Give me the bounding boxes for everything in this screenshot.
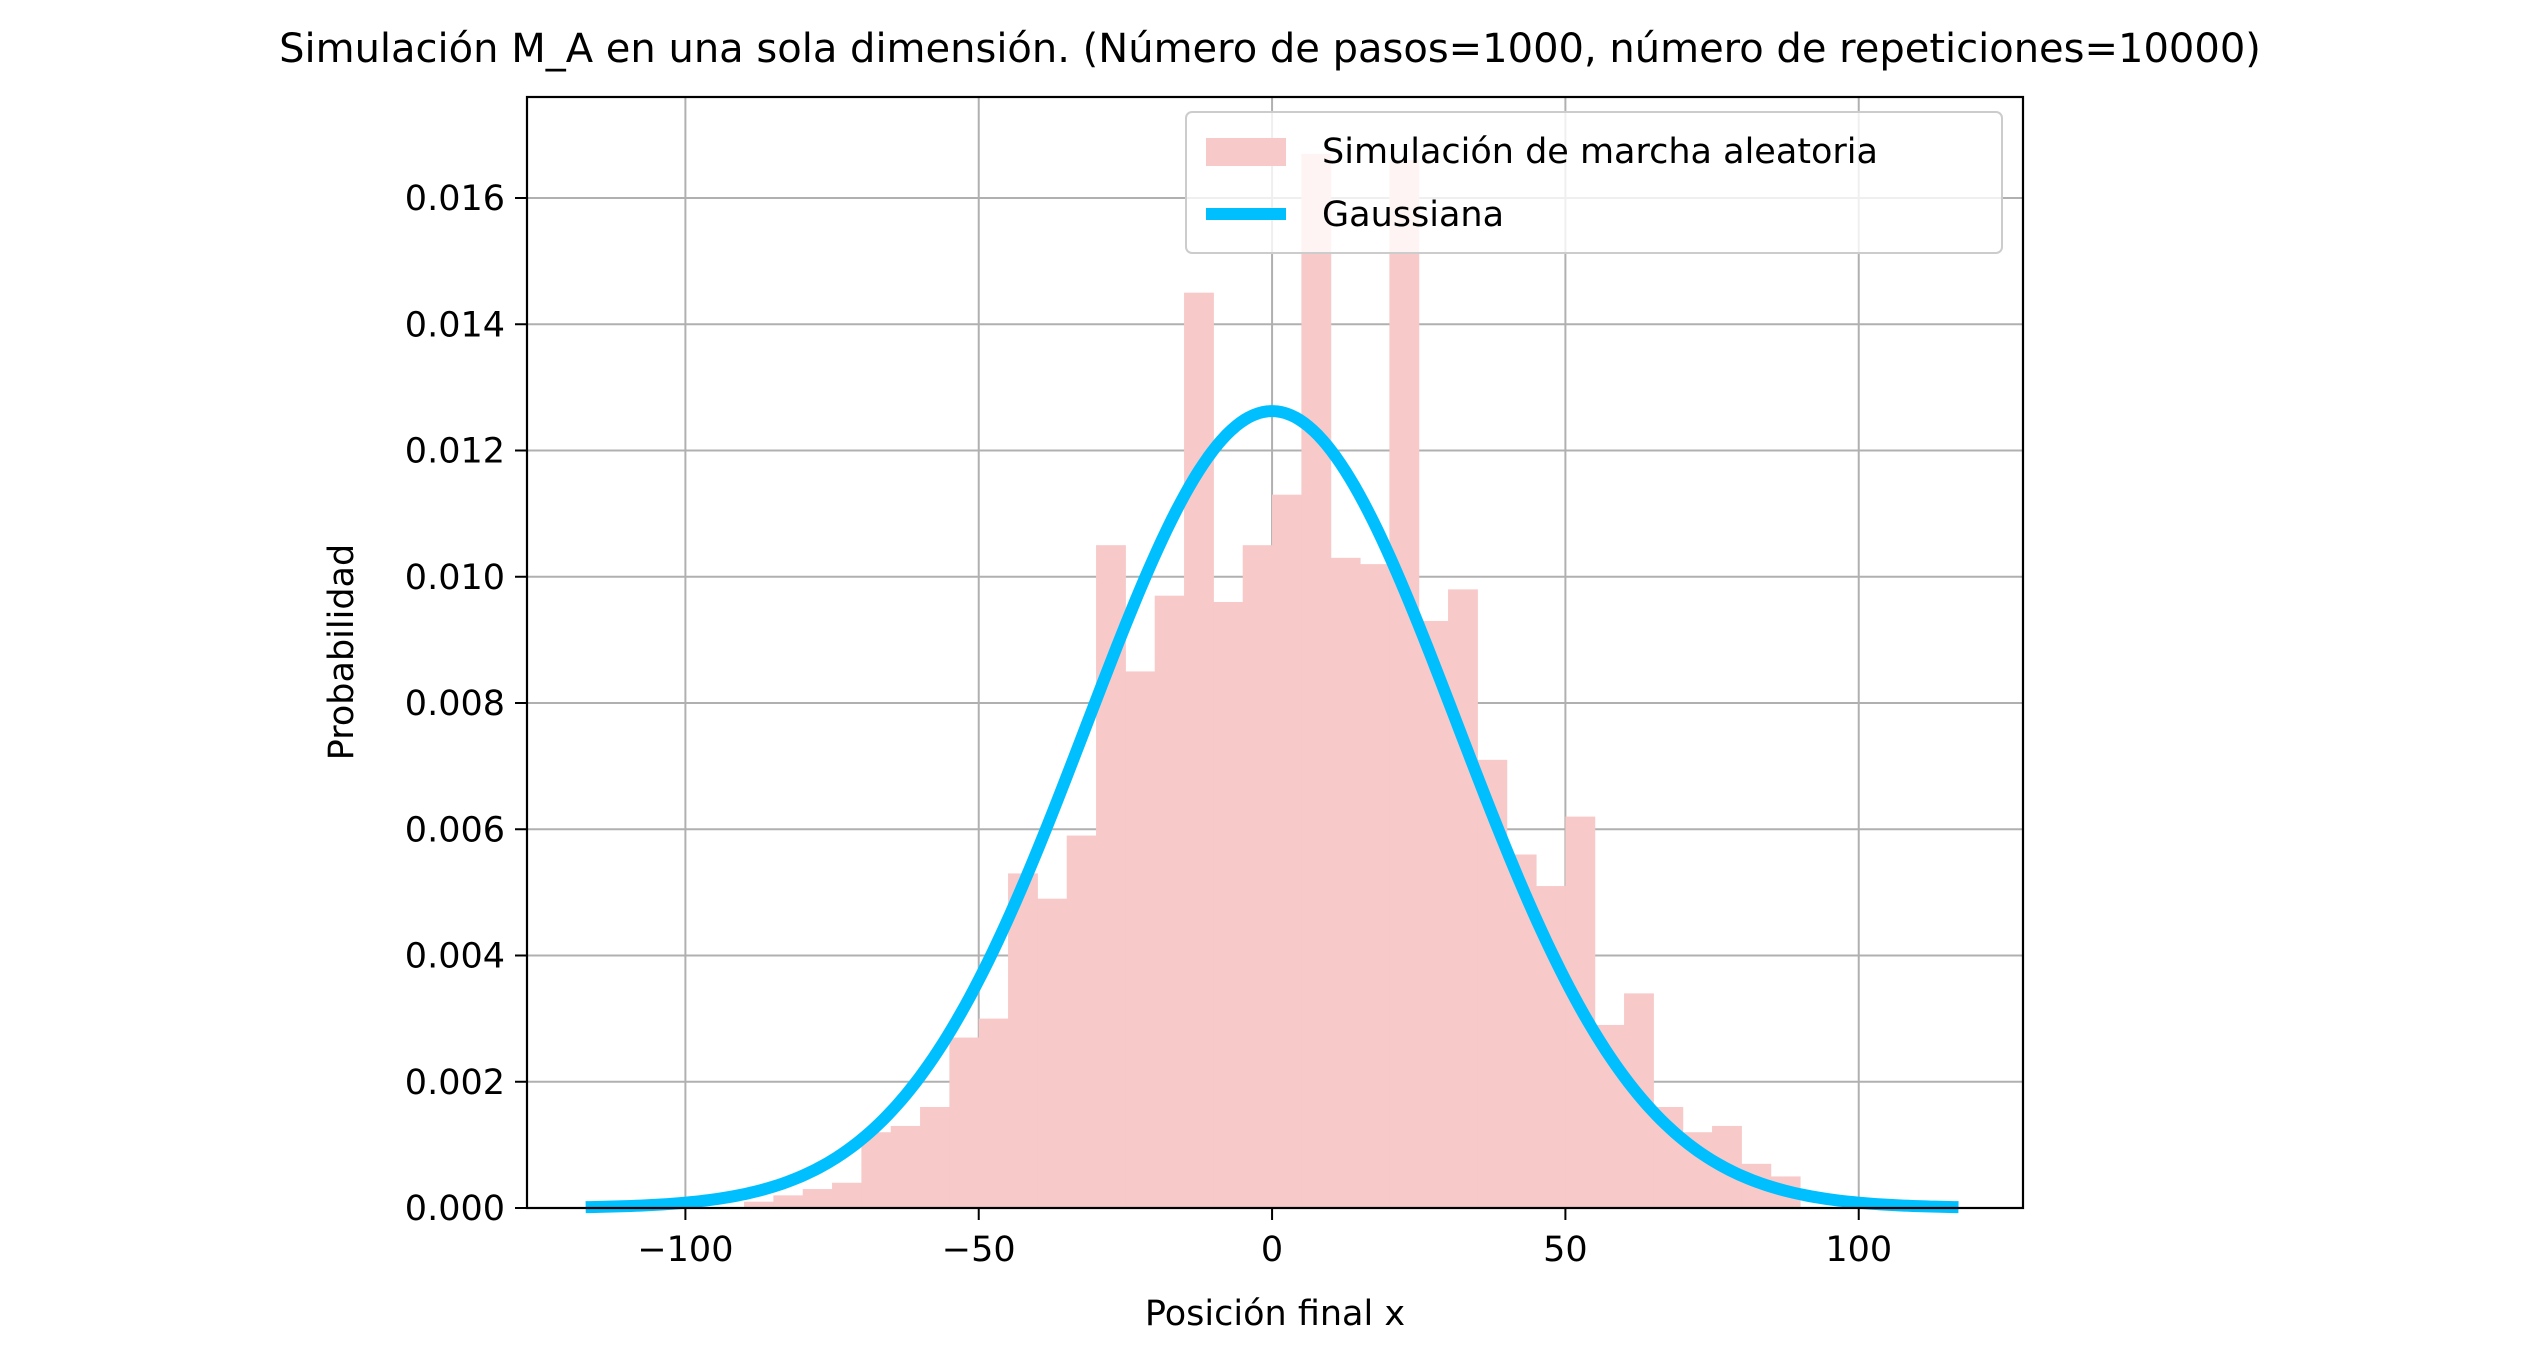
histogram-bar (1066, 835, 1097, 1208)
histogram-bar (832, 1182, 862, 1208)
histogram-bar (1301, 153, 1332, 1208)
histogram-bar (1389, 160, 1420, 1208)
y-tick-label: 0.004 (405, 937, 505, 977)
y-tick-label: 0.008 (405, 684, 505, 724)
axis-ticks: −100 −50 0 50 100 0.000 0.002 0.004 0.006 0.008 0.… (405, 179, 1892, 1270)
legend-box (1185, 111, 2003, 254)
legend: Simulación de marcha aleatoria Gaussiana (1185, 111, 2003, 254)
y-tick-label: 0.016 (405, 179, 505, 219)
histogram-bar (1184, 292, 1214, 1208)
histogram-bar (1272, 494, 1302, 1208)
y-axis-label: Probabilidad (322, 544, 362, 760)
legend-swatch-histogram (1206, 138, 1286, 166)
legend-label-histogram: Simulación de marcha aleatoria (1322, 132, 1878, 172)
histogram-bar (1037, 898, 1068, 1208)
x-tick-label: −50 (942, 1230, 1016, 1270)
plot-frame (525, 95, 2025, 1210)
y-tick-label: 0.006 (405, 810, 505, 850)
legend-label-gaussian: Gaussiana (1322, 195, 1504, 235)
histogram-bar (978, 1018, 1009, 1208)
histogram-bar (949, 1037, 980, 1208)
histogram-bar (773, 1195, 804, 1208)
histogram-bar (802, 1189, 833, 1208)
x-tick-label: −100 (637, 1230, 733, 1270)
histogram-bar (1242, 545, 1273, 1208)
x-tick-label: 100 (1825, 1230, 1892, 1270)
histogram-bar (890, 1125, 921, 1208)
y-tick-label: 0.014 (405, 305, 505, 345)
histogram-bar (1418, 620, 1449, 1208)
histogram-bar (1330, 557, 1361, 1208)
y-tick-label: 0.002 (405, 1063, 505, 1103)
y-tick-label: 0.010 (405, 558, 505, 598)
histogram-bar (1125, 671, 1156, 1208)
x-axis-label: Posición final x (1145, 1294, 1405, 1334)
histogram-bar (1008, 873, 1038, 1208)
gaussian-curve (584, 405, 1960, 1214)
histogram-bar (1213, 602, 1244, 1208)
gaussian-line (584, 405, 1960, 1214)
histogram-bar (1154, 595, 1185, 1208)
chart-title: Simulación M_A en una sola dimensión. (N… (279, 26, 2261, 72)
histogram-bars (744, 153, 1801, 1208)
y-tick-label: 0.012 (405, 432, 505, 472)
histogram-bar (1448, 589, 1478, 1208)
x-tick-label: 0 (1261, 1230, 1283, 1270)
histogram-bar (920, 1107, 950, 1208)
histogram-bar (744, 1201, 774, 1208)
x-tick-label: 50 (1543, 1230, 1588, 1270)
histogram-bar (1360, 564, 1390, 1208)
y-tick-label: 0.000 (405, 1189, 505, 1229)
histogram-bar (861, 1132, 892, 1208)
